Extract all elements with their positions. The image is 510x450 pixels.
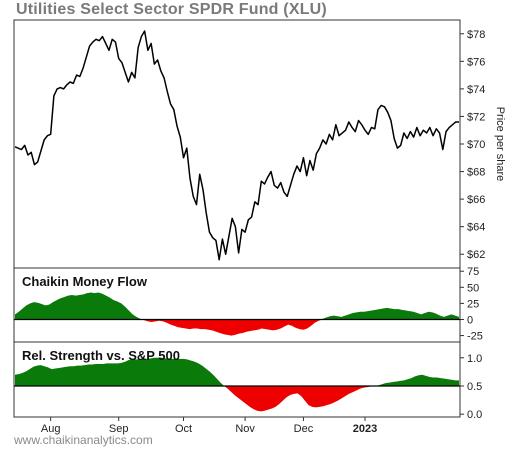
money-flow-tick-label: -25 (467, 331, 483, 343)
money-flow-tick-label: 25 (467, 298, 479, 310)
site-watermark: www.chaikinanalytics.com (14, 433, 153, 447)
price-panel: $78 $76 $74 $72 $70 $68 $66 $64 $62 Price per sha… (13, 19, 506, 269)
price-tick-label: $74 (467, 84, 485, 96)
price-tick-label: $70 (467, 139, 485, 151)
chart-title: Utilities Select Sector SPDR Fund (XLU) (16, 1, 327, 18)
x-axis: Aug Sep Oct Nov Dec 2023 (41, 417, 377, 435)
price-tick-label: $68 (467, 167, 485, 179)
price-tick-label: $78 (467, 29, 485, 41)
price-tick-label: $62 (467, 249, 485, 261)
money-flow-title: Chaikin Money Flow (22, 274, 148, 289)
rel-strength-negative-area (15, 385, 459, 412)
x-tick-label: Oct (175, 423, 192, 435)
x-tick-label: 2023 (353, 423, 377, 435)
price-tick-label: $72 (467, 111, 485, 123)
rel-strength-tick-label: 0.5 (467, 381, 482, 393)
rel-strength-tick-label: 1.0 (467, 353, 482, 365)
money-flow-panel: 75 50 25 0 -25 Chaikin Money Flow (13, 266, 483, 343)
rel-strength-frame (13, 341, 461, 418)
money-flow-tick-label: 75 (467, 266, 479, 278)
x-tick-label: Dec (294, 423, 314, 435)
price-tick-label: $66 (467, 194, 485, 206)
money-flow-negative-area (15, 319, 459, 336)
price-tick-label: $64 (467, 222, 485, 234)
price-tick-label: $76 (467, 56, 485, 68)
money-flow-tick-label: 50 (467, 282, 479, 294)
rel-strength-title: Rel. Strength vs. S&P 500 (22, 348, 180, 363)
rel-strength-positive-area (15, 357, 459, 386)
x-tick-label: Aug (41, 423, 61, 435)
money-flow-tick-label: 0 (467, 314, 473, 326)
rel-strength-tick-label: 0.0 (467, 409, 482, 421)
relative-strength-panel: 1.0 0.5 0.0 Rel. Strength vs. S&P 500 (13, 341, 482, 421)
price-line (14, 30, 459, 261)
x-tick-label: Sep (109, 423, 129, 435)
x-tick-label: Nov (235, 423, 255, 435)
price-axis-label: Price per share (494, 107, 506, 182)
price-frame (13, 19, 461, 269)
money-flow-positive-area (15, 292, 459, 320)
